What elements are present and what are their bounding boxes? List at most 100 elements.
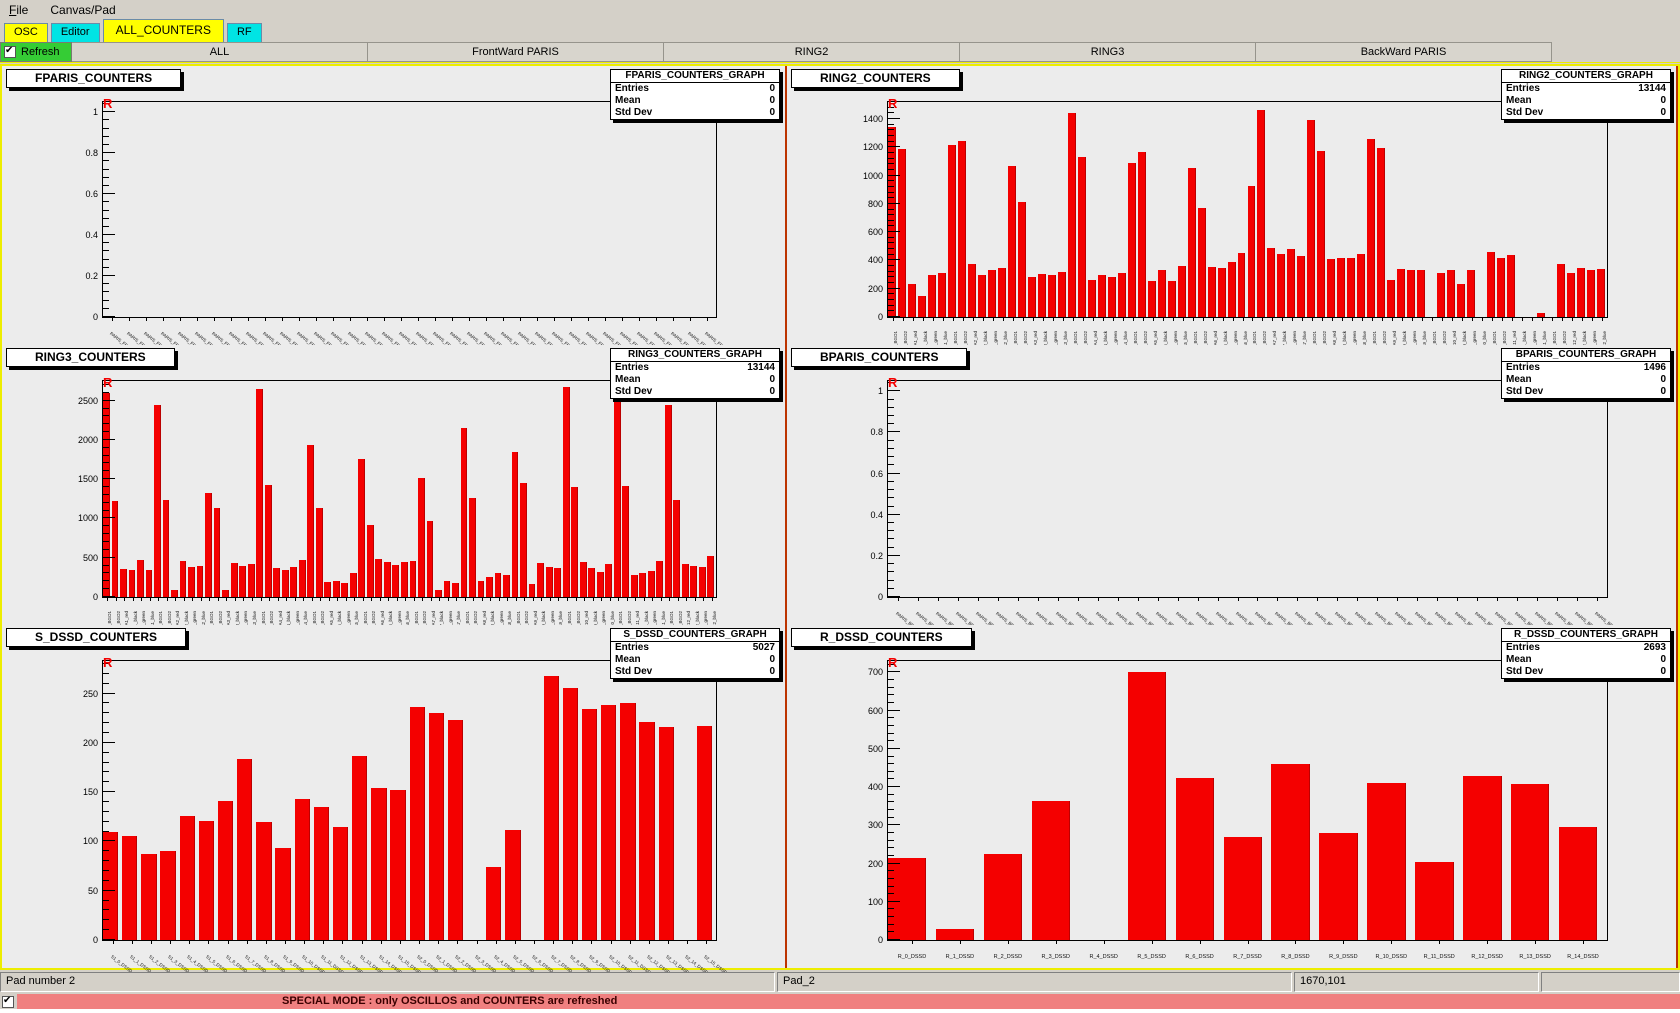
y-minor-tick [888,809,894,811]
x-tick [380,940,382,944]
x-tick [601,597,603,601]
bar [581,709,598,940]
special-mode-checkbox[interactable] [2,995,14,1008]
bar [656,561,664,597]
x-tick [158,597,160,601]
bar [460,427,468,597]
x-tick [1242,317,1244,321]
bar [426,521,434,597]
y-minor-tick [103,692,109,694]
y-minor-tick [888,538,894,540]
refresh-button[interactable]: Refresh [0,42,72,62]
tab-all-counters[interactable]: ALL_COUNTERS [102,19,224,42]
x-tick [145,317,147,321]
root-canvas[interactable]: FPARIS_COUNTERS FPARIS_COUNTERS_GRAPH Entr… [0,64,1680,975]
stats-row-mean: Mean 0 [611,374,779,386]
pad-title[interactable]: S_DSSD_COUNTERS [6,628,187,647]
pad-title[interactable]: RING3_COUNTERS [6,348,175,367]
pad-ring2-counters[interactable]: RING2_COUNTERS RING2_COUNTERS_GRAPH Entrie… [787,66,1678,357]
y-tick [103,840,115,842]
x-tick [1199,940,1201,944]
button-frontward-paris[interactable]: FrontWard PARIS [368,42,664,62]
menu-file[interactable]: File [9,3,29,17]
button-all[interactable]: ALL [72,42,368,62]
y-minor-tick [888,923,894,925]
tab-osc[interactable]: OSC [4,23,48,42]
bar [601,705,617,940]
stats-label: Entries [615,362,649,373]
pad-r-dssd-counters[interactable]: R_DSSD_COUNTERS R_DSSD_COUNTERS_GRAPH Entr… [787,625,1678,968]
bar [1597,268,1605,317]
x-tick [1362,317,1364,321]
y-tick [888,709,900,711]
pad-s-dssd-counters[interactable]: S_DSSD_COUNTERS S_DSSD_COUNTERS_GRAPH Entr… [2,625,787,975]
pad-ring3-counters[interactable]: RING3_COUNTERS RING3_COUNTERS_GRAPH Entrie… [2,345,787,637]
bar [622,485,630,597]
y-minor-tick [888,219,894,221]
y-minor-tick [103,242,109,244]
stats-box[interactable]: FPARIS_COUNTERS_GRAPH Entries 0 Mean 0 Std De… [610,69,780,120]
stats-box[interactable]: R_DSSD_COUNTERS_GRAPH Entries 2693 Mean 0 Std… [1501,628,1671,679]
pad-bparis-counters[interactable]: BPARIS_COUNTERS BPARIS_COUNTERS_GRAPH Entr… [787,345,1678,635]
y-minor-tick [103,462,109,464]
bar [400,562,408,597]
x-tick [349,317,351,321]
y-minor-tick [888,423,894,425]
tab-rf[interactable]: RF [226,23,262,42]
stats-box[interactable]: RING2_COUNTERS_GRAPH Entries 13144 Mean 0 Std… [1501,69,1671,120]
x-tick [294,597,296,601]
pad-title[interactable]: BPARIS_COUNTERS [791,348,968,367]
y-tick-label: 0 [877,935,883,945]
bar [298,559,306,597]
bar [620,703,636,940]
x-tick [498,597,500,601]
bar [141,854,157,940]
y-minor-tick [103,761,109,763]
bar [409,707,425,940]
stats-box[interactable]: BPARIS_COUNTERS_GRAPH Entries 1496 Mean 0 Std… [1501,348,1671,399]
pad-fparis-counters[interactable]: FPARIS_COUNTERS FPARIS_COUNTERS_GRAPH Entr… [2,66,787,355]
x-tick [937,597,939,601]
pad-title[interactable]: RING2_COUNTERS [791,69,960,88]
refresh-checkbox[interactable] [4,45,16,58]
y-minor-tick [103,407,109,409]
bar [1047,275,1056,317]
bar [349,573,357,597]
y-tick [888,390,900,392]
button-ring2[interactable]: RING2 [664,42,960,62]
x-tick [575,597,577,601]
x-tick [1552,317,1554,321]
y-minor-tick [103,299,109,301]
y-minor-tick [888,225,894,227]
x-tick [304,940,306,944]
stats-title: FPARIS_COUNTERS_GRAPH [611,70,779,83]
x-tick [111,317,113,321]
stats-box[interactable]: S_DSSD_COUNTERS_GRAPH Entries 5027 Mean 0 Std… [610,628,780,679]
x-tick [1562,317,1564,321]
y-minor-tick [888,472,894,474]
pad-title[interactable]: FPARIS_COUNTERS [6,69,182,88]
y-minor-tick [888,390,894,392]
x-tick [1237,597,1239,601]
status-pad-number: Pad number 2 [0,972,775,992]
y-minor-tick [103,899,109,901]
bar [1147,280,1156,317]
x-tick [112,940,114,944]
menu-canvas-pad[interactable]: Canvas/Pad [50,3,116,17]
bar [1287,249,1296,317]
x-tick [141,597,143,601]
y-minor-tick [103,478,109,480]
y-minor-tick [888,208,894,210]
y-minor-tick [888,293,894,295]
y-tick-label: 0 [877,312,883,322]
stats-box[interactable]: RING3_COUNTERS_GRAPH Entries 13144 Mean 0 Std… [610,348,780,399]
x-tick [179,317,181,321]
pad-title[interactable]: R_DSSD_COUNTERS [791,628,972,647]
button-backward-paris[interactable]: BackWard PARIS [1256,42,1552,62]
tab-editor[interactable]: Editor [50,23,100,42]
stats-label: Mean [615,654,641,665]
y-tick [103,234,115,236]
button-ring3[interactable]: RING3 [960,42,1256,62]
bar [1175,777,1214,940]
y-minor-tick [103,702,109,704]
